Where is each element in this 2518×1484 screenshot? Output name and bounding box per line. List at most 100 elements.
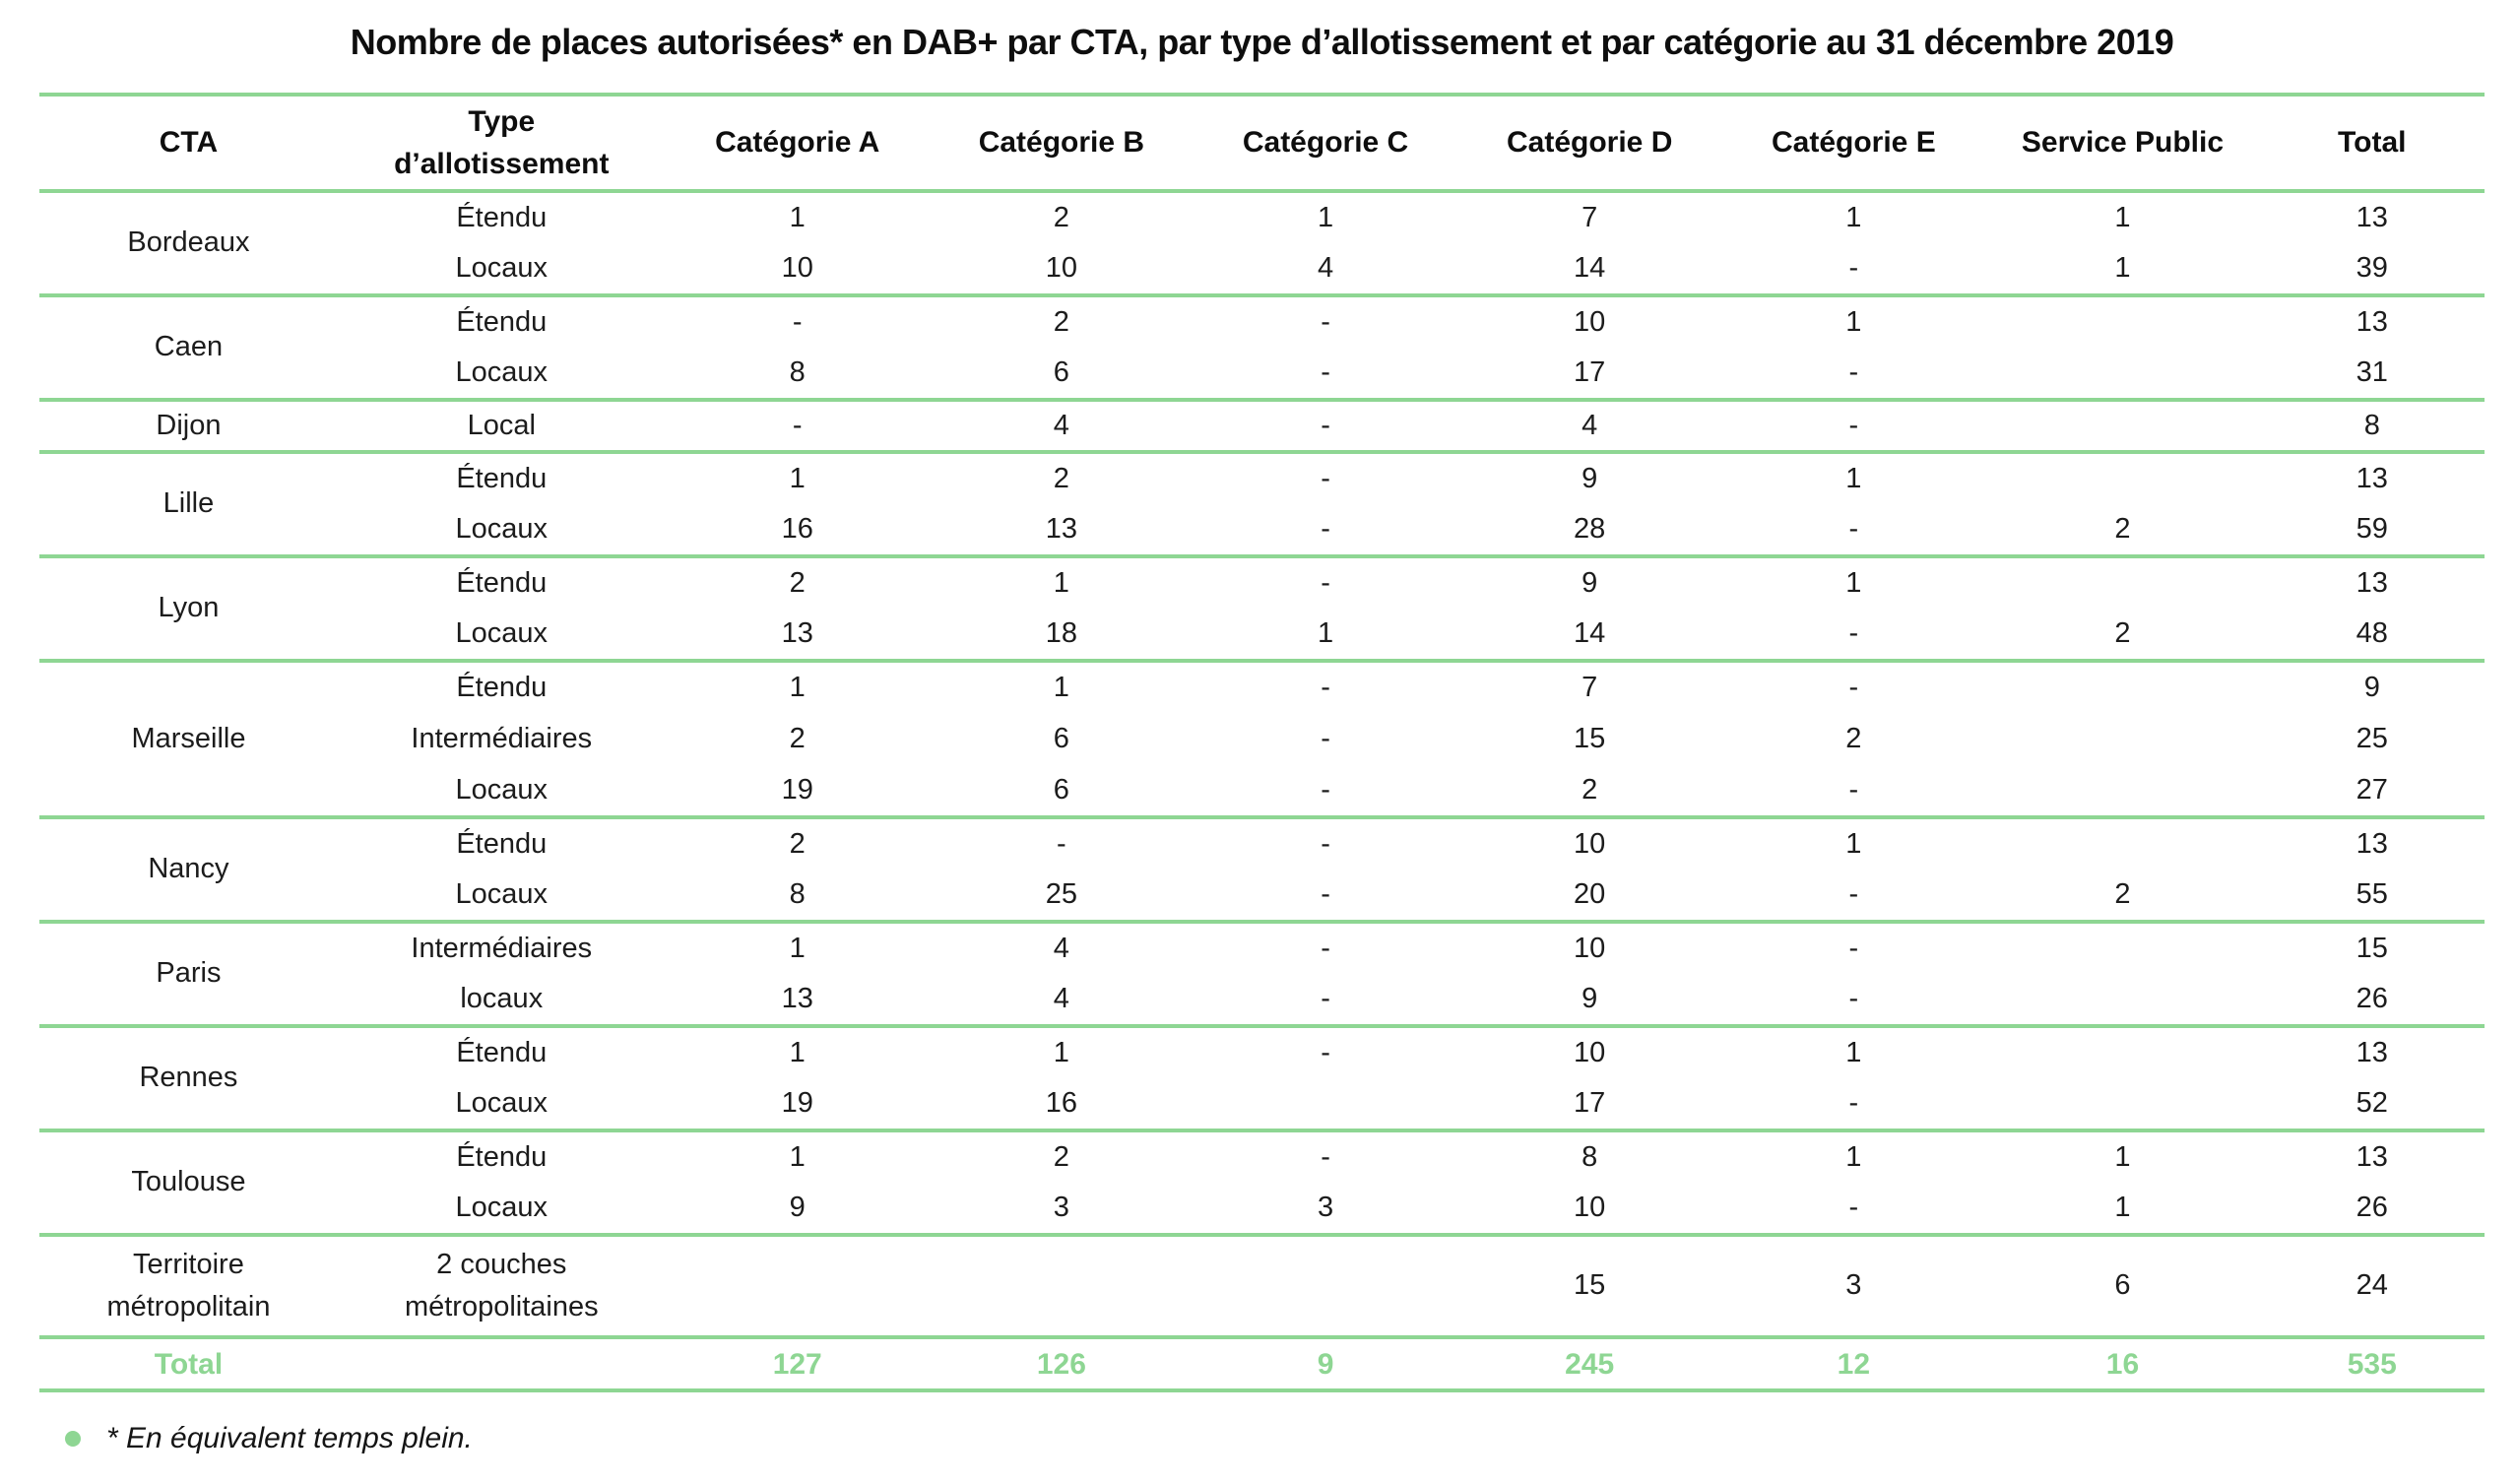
total-value-cell: 12 bbox=[1721, 1335, 1986, 1392]
header-service-public: Service Public bbox=[1985, 93, 2260, 193]
value-cell: 15 bbox=[1574, 722, 1606, 754]
value-cell: 16 bbox=[1045, 1086, 1077, 1119]
value-cell: 2 bbox=[665, 815, 930, 870]
value-cell bbox=[1985, 1024, 2260, 1078]
value-cell bbox=[1985, 398, 2260, 452]
value-cell: 19 bbox=[781, 1086, 813, 1119]
value-cell: 13 bbox=[781, 616, 813, 649]
allotissement-type-cell: Locaux bbox=[455, 512, 549, 545]
allotissement-type-cell: Étendu bbox=[337, 293, 666, 348]
cta-cell: Bordeaux bbox=[39, 189, 338, 295]
value-cell: 1 bbox=[929, 659, 1194, 713]
table-row: Toulouse Étendu 1 2-8 1 1 13 bbox=[39, 1129, 2485, 1235]
value-cell: - bbox=[1721, 920, 1986, 974]
value-cell: - bbox=[1321, 722, 1330, 754]
value-cell: - bbox=[1848, 982, 1859, 1014]
table-row: Bordeaux Étendu 1 2 1 7 1 1 13 bbox=[39, 189, 2485, 295]
allotissement-type-cell: Étendu bbox=[337, 659, 666, 713]
value-cell bbox=[1985, 1078, 2259, 1130]
value-cell: 10 bbox=[1457, 815, 1722, 870]
value-cell: 27 bbox=[2356, 773, 2388, 806]
allotissement-type-cell: Locaux bbox=[455, 355, 549, 388]
value-cell: - bbox=[1848, 773, 1859, 806]
total-row-label: Total bbox=[39, 1335, 338, 1392]
value-cell: 10 bbox=[781, 251, 813, 284]
table-header: CTA Type d’allotissement Catégorie A Cat… bbox=[39, 93, 2485, 193]
footnote: * En équivalent temps plein. bbox=[65, 1422, 2485, 1455]
table-row: Locaux 19 16 17 - 52 bbox=[39, 1078, 2485, 1130]
value-cell: 1 bbox=[665, 1129, 930, 1183]
total-value-cell: 535 bbox=[2259, 1335, 2485, 1392]
value-cell: 39 bbox=[2356, 251, 2388, 284]
allotissement-type-cell: Locaux bbox=[455, 616, 549, 649]
value-cell: 8 bbox=[789, 355, 806, 388]
value-cell: - bbox=[1193, 1024, 1458, 1078]
total-value-cell: 126 bbox=[929, 1335, 1194, 1392]
value-cell bbox=[1985, 450, 2260, 504]
value-cell: 48 bbox=[2356, 616, 2388, 649]
value-cell: 2 bbox=[929, 1129, 1194, 1183]
value-cell bbox=[1985, 659, 2260, 713]
total-value-cell: 16 bbox=[1985, 1335, 2260, 1392]
value-cell: 3 bbox=[1721, 1233, 1986, 1337]
table-row: Locaux 19 6 - 2 - 27 bbox=[39, 765, 2485, 817]
cta-cell: Territoire métropolitain bbox=[39, 1233, 338, 1337]
value-cell: - bbox=[1193, 554, 1458, 609]
allotissement-type-cell: Étendu bbox=[337, 450, 666, 504]
value-cell: 10 bbox=[1457, 293, 1722, 348]
value-cell: 25 bbox=[1045, 877, 1077, 910]
header-categorie-d: Catégorie D bbox=[1457, 93, 1722, 193]
value-cell: 18 bbox=[1045, 616, 1077, 649]
value-cell: 1 bbox=[1985, 1129, 2260, 1183]
value-cell: 1 bbox=[665, 1024, 930, 1078]
value-cell: - bbox=[1193, 920, 1458, 974]
value-cell: - bbox=[1193, 815, 1458, 870]
value-cell: 26 bbox=[2356, 982, 2388, 1014]
value-cell: 13 bbox=[2259, 1129, 2485, 1183]
header-row: CTA Type d’allotissement Catégorie A Cat… bbox=[39, 93, 2485, 193]
value-cell: 10 bbox=[1045, 251, 1077, 284]
value-cell: 2 bbox=[1582, 773, 1598, 806]
value-cell: 1 bbox=[665, 450, 930, 504]
table-row: Paris Intermédiaires 1 4-10-15 bbox=[39, 920, 2485, 1026]
table-row: Locaux 10 10 4 14 - 1 39 bbox=[39, 243, 2485, 295]
dab-places-table: CTA Type d’allotissement Catégorie A Cat… bbox=[39, 93, 2485, 1392]
value-cell: 1 bbox=[1721, 815, 1986, 870]
table-body: Bordeaux Étendu 1 2 1 7 1 1 13 Locaux 10 10 4 14-1 39 C… bbox=[39, 189, 2485, 1392]
value-cell: - bbox=[665, 398, 930, 452]
value-cell: 1 bbox=[1721, 450, 1986, 504]
value-cell: 1 bbox=[2114, 1191, 2131, 1223]
value-cell: - bbox=[1321, 355, 1330, 388]
value-cell: 9 bbox=[1457, 554, 1722, 609]
value-cell: 4 bbox=[929, 920, 1194, 974]
allotissement-type-cell: 2 couches métropolitaines bbox=[337, 1233, 666, 1337]
value-cell: 13 bbox=[2259, 189, 2485, 243]
allotissement-type-cell: Étendu bbox=[337, 1129, 666, 1183]
value-cell: 2 bbox=[2114, 512, 2131, 545]
value-cell: 1 bbox=[1721, 1024, 1986, 1078]
value-cell: 3 bbox=[1317, 1191, 1334, 1223]
value-cell: 6 bbox=[1053, 773, 1069, 806]
value-cell bbox=[1985, 920, 2260, 974]
cta-cell: Lyon bbox=[39, 554, 338, 661]
allotissement-type-cell: Locaux bbox=[455, 251, 549, 284]
footnote-bullet-icon bbox=[65, 1431, 81, 1447]
value-cell bbox=[1985, 765, 2259, 817]
value-cell bbox=[1985, 713, 2259, 765]
value-cell: 1 bbox=[1721, 293, 1986, 348]
value-cell bbox=[1985, 293, 2260, 348]
value-cell: - bbox=[1321, 512, 1330, 545]
value-cell: 1 bbox=[929, 554, 1194, 609]
table-row: Locaux 8 25 - 20 - 2 55 bbox=[39, 870, 2485, 922]
value-cell: 2 bbox=[665, 554, 930, 609]
value-cell: - bbox=[1321, 773, 1330, 806]
value-cell: 1 bbox=[929, 1024, 1194, 1078]
value-cell: 26 bbox=[2356, 1191, 2388, 1223]
value-cell: 6 bbox=[1985, 1233, 2260, 1337]
value-cell: 25 bbox=[2356, 722, 2388, 754]
header-categorie-e: Catégorie E bbox=[1721, 93, 1986, 193]
value-cell: - bbox=[1721, 659, 1986, 713]
value-cell: 1 bbox=[665, 659, 930, 713]
value-cell: 19 bbox=[781, 773, 813, 806]
